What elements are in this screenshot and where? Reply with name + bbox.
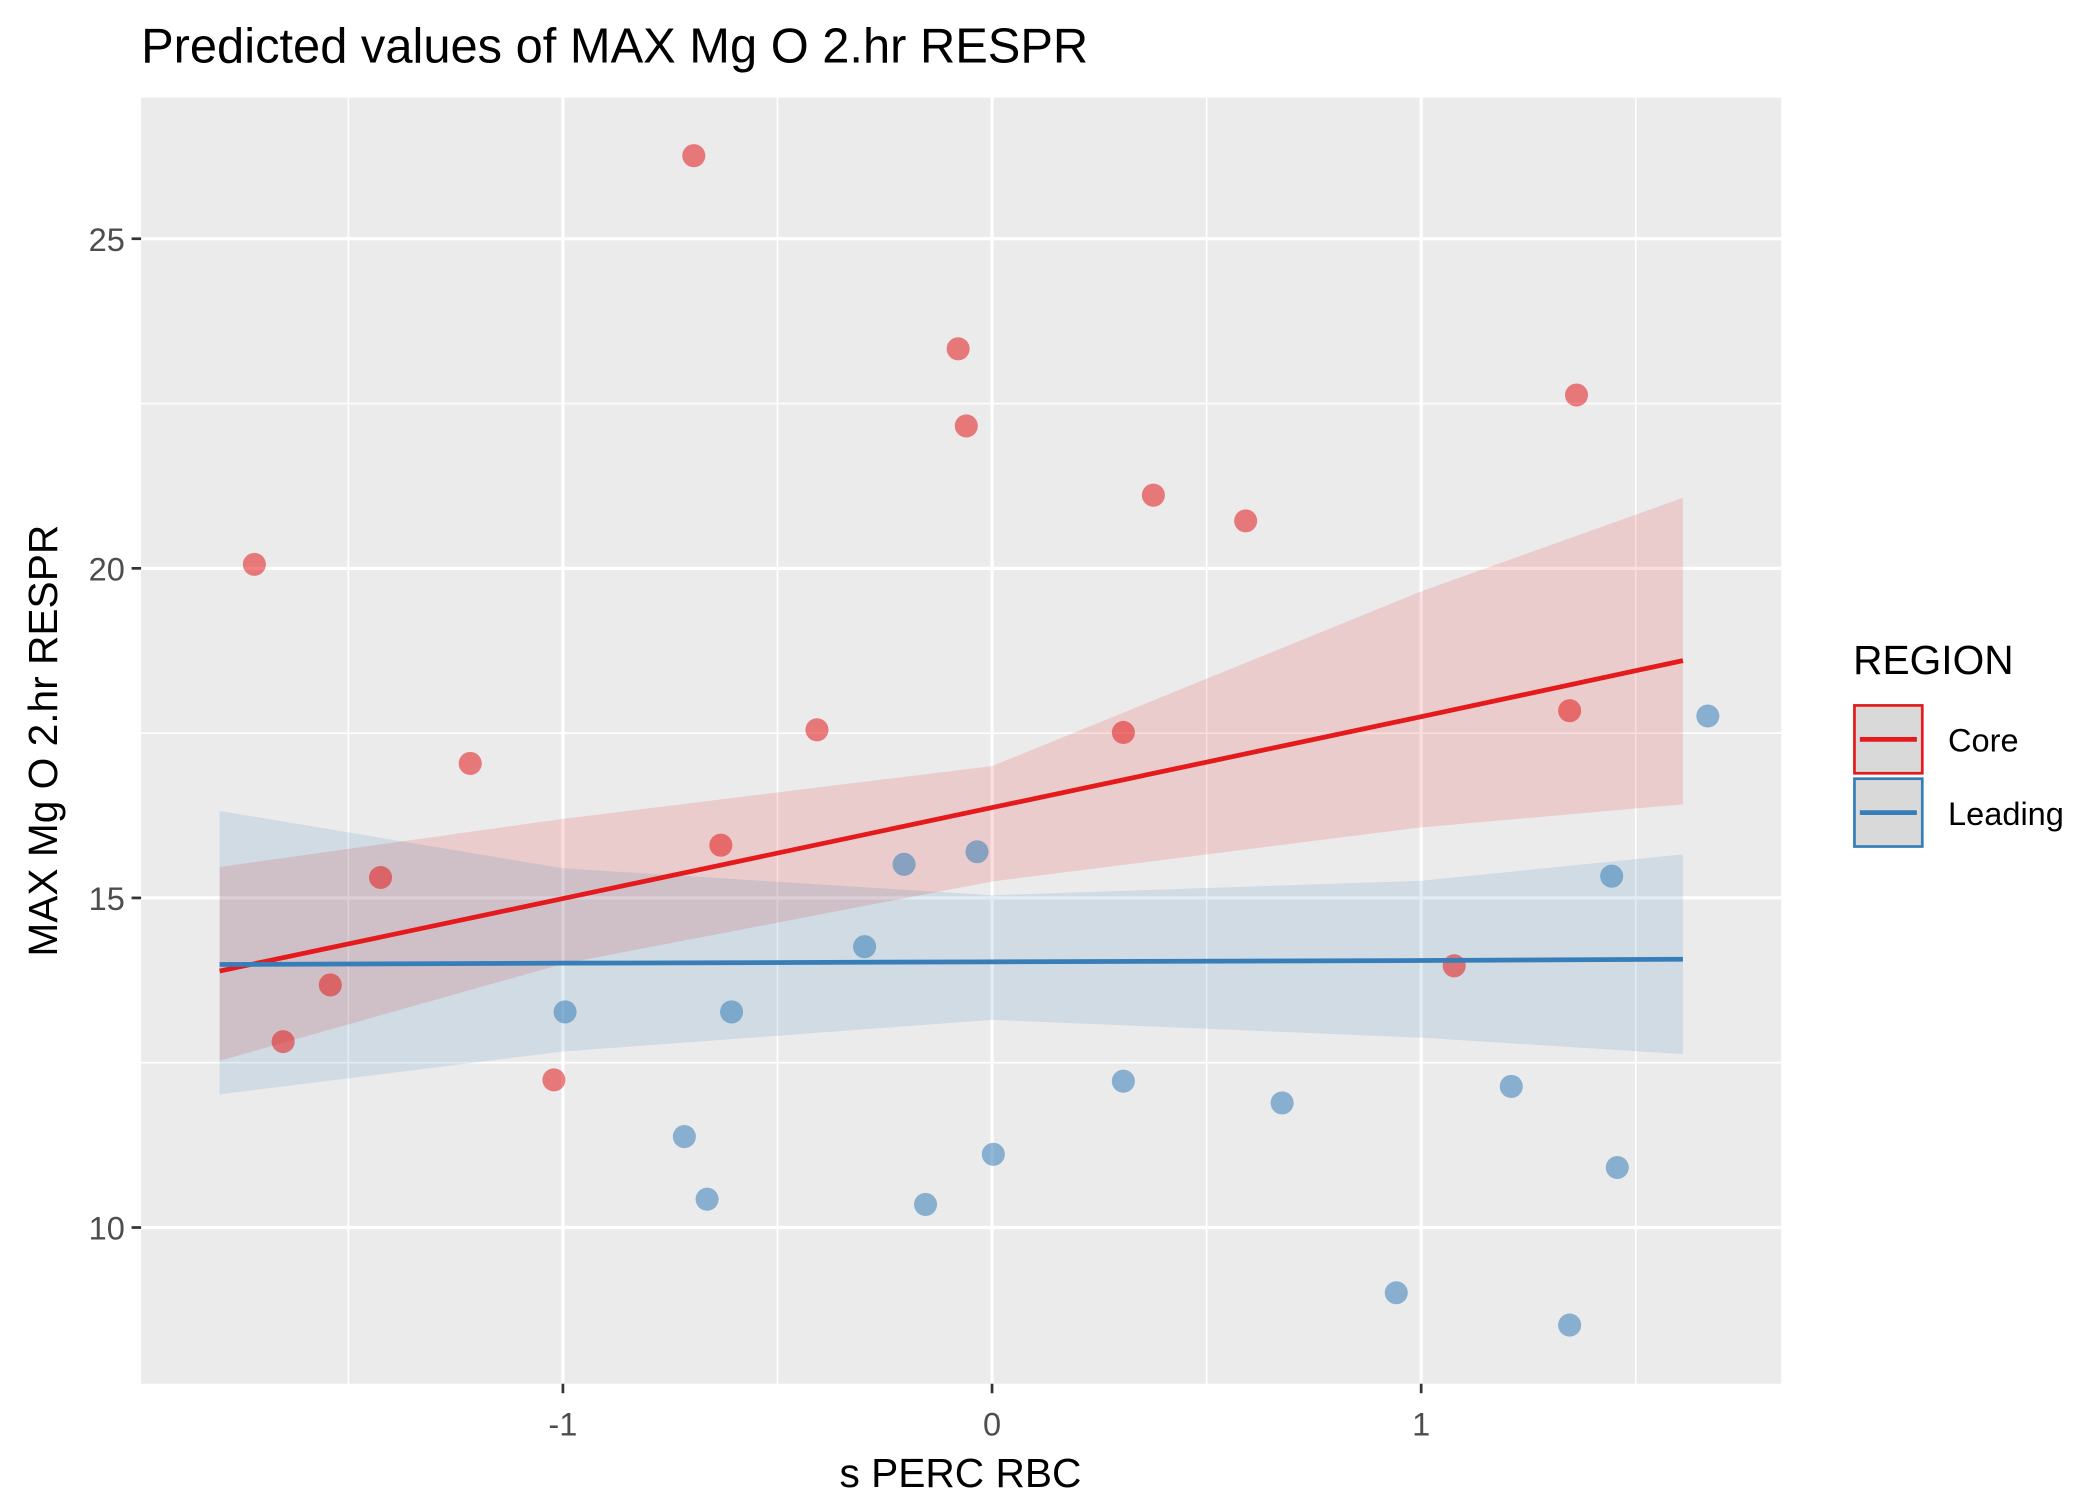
point: [709, 833, 733, 857]
legend-label: Leading: [1948, 796, 2064, 832]
point: [965, 840, 989, 864]
point: [542, 1068, 566, 1092]
point: [271, 1030, 295, 1054]
panel: [141, 97, 1782, 1384]
legend-label: Core: [1948, 723, 2019, 759]
point: [720, 1000, 744, 1024]
point: [1605, 1155, 1629, 1180]
point: [553, 1000, 577, 1024]
point: [853, 935, 877, 959]
point: [1270, 1091, 1294, 1115]
point: [1384, 1281, 1408, 1305]
point: [695, 1187, 719, 1211]
point: [1558, 1313, 1582, 1337]
point: [946, 337, 970, 361]
chart-title: Predicted values of MAX Mg O 2.hr RESPR: [141, 19, 1088, 73]
point: [458, 751, 482, 775]
point: [369, 865, 393, 890]
point: [242, 552, 266, 576]
legend-title: REGION: [1853, 637, 2014, 683]
point: [1111, 720, 1135, 744]
point: [682, 144, 706, 168]
point: [1442, 954, 1466, 978]
point: [805, 718, 829, 742]
point: [1558, 699, 1582, 723]
point: [954, 414, 978, 438]
point: [318, 973, 342, 997]
x-tick-label: -1: [548, 1406, 577, 1442]
point: [913, 1192, 938, 1216]
y-tick-label: 25: [89, 222, 125, 258]
point: [1111, 1069, 1135, 1093]
point: [1564, 383, 1589, 407]
point: [1499, 1074, 1523, 1098]
x-tick-label: 0: [983, 1406, 1001, 1442]
confidence-band: [219, 497, 1683, 1061]
x-axis-label: s PERC RBC: [840, 1450, 1082, 1496]
point: [1600, 864, 1624, 888]
point: [981, 1142, 1005, 1166]
y-tick-label: 20: [89, 552, 125, 588]
point: [672, 1125, 696, 1149]
point: [1696, 704, 1720, 728]
x-tick-label: 1: [1412, 1406, 1430, 1442]
point: [1234, 509, 1258, 533]
fit-line: [219, 956, 1683, 967]
confidence-band: [219, 810, 1683, 1095]
point: [1141, 483, 1165, 507]
y-tick-label: 10: [89, 1211, 125, 1247]
y-tick-label: 15: [89, 881, 125, 917]
fit-line: [219, 658, 1684, 974]
point: [892, 852, 916, 876]
y-axis-label: MAX Mg O 2.hr RESPR: [20, 525, 66, 957]
